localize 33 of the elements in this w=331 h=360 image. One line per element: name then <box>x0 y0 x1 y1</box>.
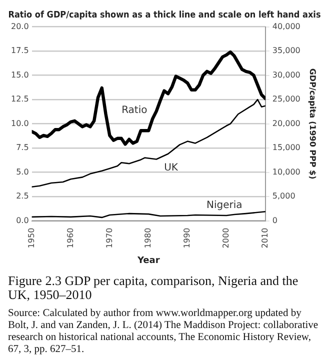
y2-tick-label: 20,000 <box>272 118 300 128</box>
source-note: Source: Calculated by author from www.worldmapper.org updated by Bolt, J. and van Zanden, J. L. (2014) The Maddison Project: collaborative research on historical national accounts, The Economic History Review, 67, 3, pp. 627–51. <box>8 308 320 356</box>
x-tick-label: 1980 <box>144 228 153 248</box>
y2-tick-label: 35,000 <box>272 46 300 56</box>
y-tick-label: 20.0 <box>11 22 29 31</box>
y-tick-label: 15.0 <box>11 70 29 80</box>
y-tick-label: 12.5 <box>11 94 29 104</box>
y2-tick-label: 40,000 <box>272 22 300 31</box>
y2-tick-label: 25,000 <box>272 94 300 104</box>
y2-tick-label: 5,000 <box>272 192 296 201</box>
y2-axis-title: GDP/capita (1990 PPP $) <box>308 68 318 180</box>
y-tick-label: 10.0 <box>11 118 29 128</box>
x-tick-label: 1990 <box>182 228 192 248</box>
y2-tick-label: 10,000 <box>272 167 300 176</box>
y-tick-label: 7.5 <box>16 143 29 152</box>
y2-tick-label: 30,000 <box>272 70 300 80</box>
x-tick-label: 1950 <box>26 228 36 248</box>
x-tick-label: 2010 <box>260 228 270 248</box>
y-tick-label: 17.5 <box>11 46 29 56</box>
caption: Figure 2.3 GDP per capita, comparison, Nigeria and the UK, 1950–2010 <box>8 273 300 302</box>
x-tick-label: 1970 <box>104 228 114 248</box>
y2-tick-label: 15,000 <box>272 143 300 152</box>
x-axis-title: Year <box>136 256 160 266</box>
series-label: UK <box>164 162 178 174</box>
chart-title: Ratio of GDP/capita shown as a thick line and scale on left hand axis <box>8 10 321 21</box>
series-label: Ratio <box>122 104 148 116</box>
y-tick-label: 0.0 <box>16 216 29 225</box>
x-tick-label: 1960 <box>66 228 75 248</box>
y-tick-label: 5.0 <box>16 167 29 176</box>
x-tick-label: 2000 <box>222 228 231 248</box>
series-label: Nigeria <box>206 200 242 212</box>
y2-tick-label: 0 <box>272 216 278 225</box>
y-tick-label: 2.5 <box>16 192 29 201</box>
